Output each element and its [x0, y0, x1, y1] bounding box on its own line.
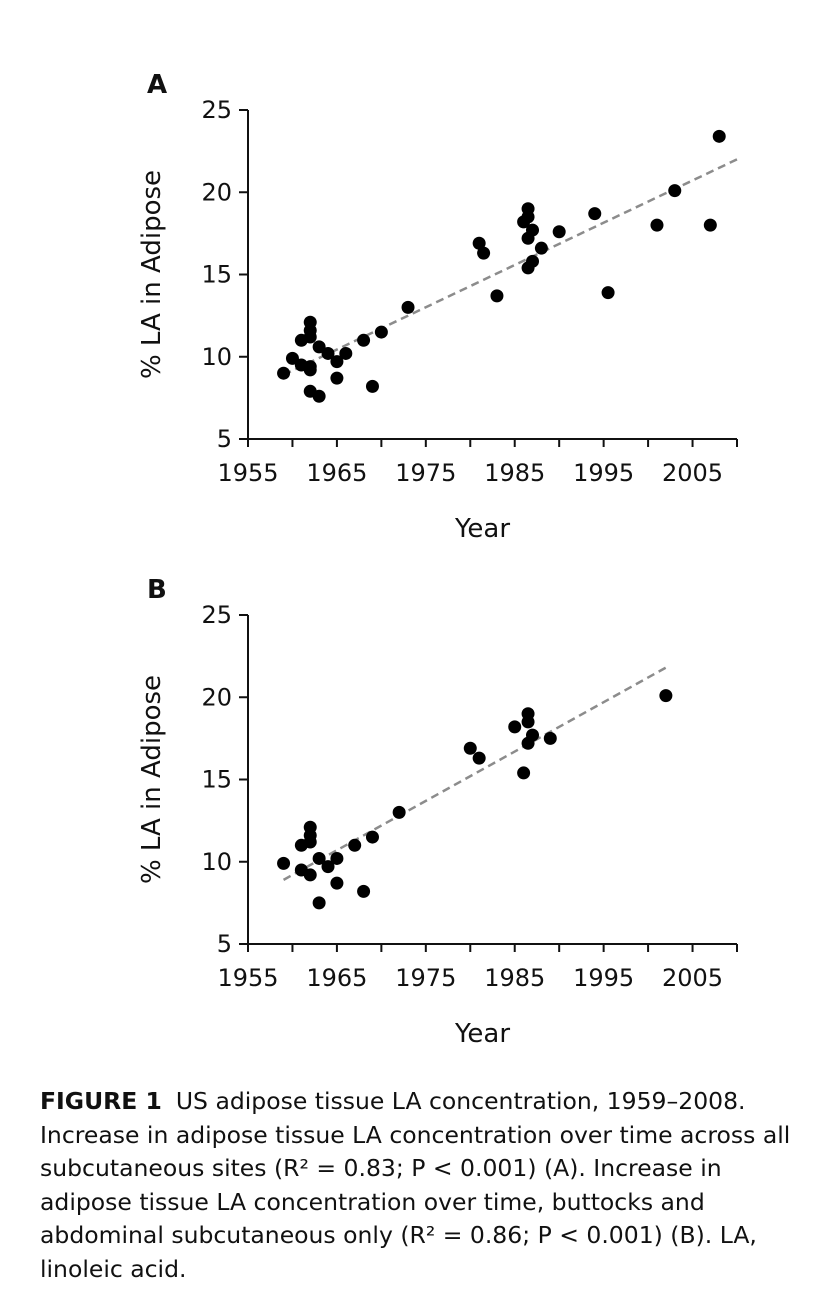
data-point: [285, 351, 299, 365]
x-tick-label: 1985: [484, 964, 545, 992]
data-point: [303, 330, 317, 344]
x-tick-label: 1975: [395, 459, 456, 487]
panel-label: B: [147, 575, 167, 605]
y-tick-label: 10: [201, 848, 232, 876]
data-point: [650, 218, 664, 232]
data-point: [712, 129, 726, 143]
data-point: [552, 225, 566, 239]
data-point: [521, 210, 535, 224]
data-point: [312, 851, 326, 865]
data-point: [703, 218, 717, 232]
y-tick-label: 25: [201, 96, 232, 124]
data-point: [668, 184, 682, 198]
data-point: [312, 896, 326, 910]
data-point: [588, 207, 602, 221]
x-tick-label: 1955: [217, 459, 278, 487]
data-point: [348, 838, 362, 852]
y-tick-label: 5: [217, 425, 232, 453]
y-tick-label: 10: [201, 343, 232, 371]
data-point: [330, 371, 344, 385]
x-tick-label: 1955: [217, 964, 278, 992]
data-point: [357, 333, 371, 347]
data-point: [472, 236, 486, 250]
data-point: [463, 741, 477, 755]
data-point: [472, 751, 486, 765]
data-point: [277, 366, 291, 380]
y-axis-title: % LA in Adipose: [137, 675, 167, 884]
x-tick-label: 1965: [306, 459, 367, 487]
panel-label: A: [147, 70, 167, 100]
data-point: [543, 731, 557, 745]
data-point: [339, 346, 353, 360]
x-tick-label: 2005: [662, 964, 723, 992]
data-point: [526, 223, 540, 237]
data-point: [401, 300, 415, 314]
data-point: [312, 340, 326, 354]
y-tick-label: 20: [201, 178, 232, 206]
y-axis-title: % LA in Adipose: [137, 170, 167, 379]
caption-text: US adipose tissue LA concentration, 1959…: [40, 1087, 791, 1283]
data-point: [374, 325, 388, 339]
x-tick-label: 1995: [573, 459, 634, 487]
data-point: [508, 720, 522, 734]
x-tick-label: 1965: [306, 964, 367, 992]
x-axis-title: Year: [454, 1019, 510, 1049]
x-tick-label: 2005: [662, 459, 723, 487]
data-point: [521, 715, 535, 729]
data-point: [659, 689, 673, 703]
data-point: [303, 835, 317, 849]
data-point: [526, 254, 540, 268]
data-point: [357, 884, 371, 898]
x-tick-label: 1985: [484, 459, 545, 487]
caption-label: FIGURE 1: [40, 1087, 162, 1115]
y-tick-label: 25: [201, 601, 232, 629]
figure-caption: FIGURE 1 US adipose tissue LA concentrati…: [40, 1085, 810, 1286]
data-point: [526, 728, 540, 742]
data-point: [330, 851, 344, 865]
chart-panel-b: B 5 10 15 20 25 1955 1965 1975 1985 1995 2005 Year % …: [137, 575, 738, 1049]
data-point: [365, 379, 379, 393]
data-point: [303, 868, 317, 882]
y-tick-label: 15: [201, 261, 232, 289]
data-point: [330, 355, 344, 369]
data-point: [477, 246, 491, 260]
y-tick-label: 20: [201, 683, 232, 711]
data-point: [601, 286, 615, 300]
data-point: [321, 346, 335, 360]
chart-panel-a: A 5 10 15 20 25 1955 1965 1975 1985 1995 2005 Year % …: [137, 70, 738, 544]
x-tick-label: 1975: [395, 964, 456, 992]
data-point: [534, 241, 548, 255]
data-point: [490, 289, 504, 303]
data-point: [303, 363, 317, 377]
data-point: [277, 856, 291, 870]
data-point: [321, 860, 335, 874]
data-point: [517, 766, 531, 780]
y-tick-label: 15: [201, 766, 232, 794]
x-tick-label: 1995: [573, 964, 634, 992]
data-point: [365, 830, 379, 844]
trend-line: [282, 666, 667, 881]
x-axis-title: Year: [454, 514, 510, 544]
data-point: [392, 805, 406, 819]
y-tick-label: 5: [217, 930, 232, 958]
data-point: [330, 876, 344, 890]
data-point: [312, 389, 326, 403]
